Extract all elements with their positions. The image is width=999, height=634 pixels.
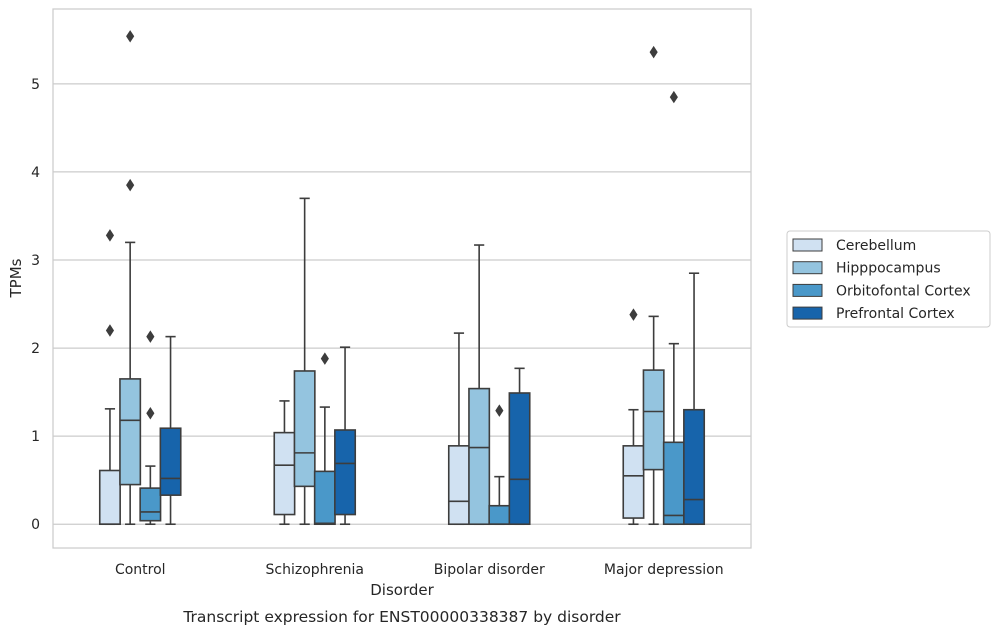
outlier-point (105, 324, 115, 337)
legend-item-hipppocampus: Hipppocampus (792, 261, 941, 277)
box-body (662, 441, 685, 526)
outlier-point (320, 352, 329, 365)
box-prefrontal-cortex-0 (159, 335, 182, 526)
legend-item-prefrontal-cortex: Prefrontal Cortex (792, 306, 955, 322)
plot-frame (52, 8, 752, 549)
outlier-point (629, 308, 638, 321)
legend-label: Hipppocampus (836, 261, 941, 277)
box-prefrontal-cortex-1 (334, 346, 357, 526)
box-orbitofontal-cortex-1 (313, 352, 336, 526)
x-tick-labels: Control Schizophrenia Bipolar disorder Majo… (115, 562, 724, 578)
x-tick-label: Major depression (604, 562, 724, 578)
outlier-point (649, 45, 658, 59)
legend-label: Orbitofontal Cortex (836, 283, 971, 299)
x-axis-title: Disorder (370, 581, 434, 599)
box-body (334, 429, 357, 516)
box-plot-marks (98, 30, 706, 526)
box-body (119, 378, 142, 486)
box-hipppocampus-3 (642, 45, 665, 526)
outlier-point (126, 178, 135, 192)
legend-label: Cerebellum (836, 238, 916, 254)
legend-item-orbitofontal-cortex: Orbitofontal Cortex (792, 283, 971, 299)
box-body (683, 408, 706, 526)
box-orbitofontal-cortex-3 (662, 90, 685, 526)
box-cerebellum-0 (98, 229, 121, 526)
x-tick-label: Schizophrenia (266, 562, 364, 578)
box-body (508, 392, 531, 526)
legend-item-cerebellum: Cerebellum (792, 238, 916, 254)
box-orbitofontal-cortex-0 (139, 330, 162, 526)
y-tick-label: 2 (31, 341, 40, 357)
outlier-point (105, 229, 115, 242)
outlier-point (669, 90, 678, 104)
legend-label: Prefrontal Cortex (836, 306, 955, 322)
box-hipppocampus-2 (468, 244, 491, 526)
chart-caption: Transcript expression for ENST0000033838… (182, 608, 621, 626)
legend-swatch (792, 283, 823, 297)
box-hipppocampus-0 (119, 30, 142, 526)
outlier-point (146, 330, 155, 343)
y-tick-label: 1 (31, 429, 40, 445)
legend-swatch (792, 238, 823, 252)
box-cerebellum-3 (622, 308, 645, 526)
outlier-point (146, 407, 155, 420)
outlier-point (495, 404, 504, 417)
box-body (139, 487, 162, 522)
x-tick-label: Bipolar disorder (434, 562, 545, 578)
box-body (622, 445, 645, 519)
box-cerebellum-1 (273, 400, 296, 526)
box-hipppocampus-1 (293, 197, 316, 526)
y-tick-label: 0 (31, 517, 40, 533)
box-orbitofontal-cortex-2 (488, 404, 511, 526)
legend-frame (786, 230, 991, 328)
box-body (313, 470, 336, 526)
y-tick-label: 5 (31, 77, 40, 93)
box-body (488, 504, 511, 526)
box-body (273, 431, 296, 516)
y-tick-label: 3 (31, 253, 40, 269)
legend-swatch (792, 306, 823, 320)
box-body (642, 369, 665, 471)
box-prefrontal-cortex-3 (683, 272, 706, 526)
box-body (468, 387, 491, 526)
box-body (447, 445, 470, 526)
legend: Cerebellum Hipppocampus Orbitofontal Corte… (786, 230, 991, 328)
box-prefrontal-cortex-2 (508, 367, 531, 526)
legend-swatch (792, 261, 823, 275)
box-cerebellum-2 (447, 332, 470, 526)
y-axis-title: TPMs (7, 258, 25, 298)
x-tick-label: Control (115, 562, 166, 578)
box-body (293, 370, 316, 488)
y-tick-labels: 0 1 2 3 4 5 (31, 77, 40, 533)
box-body (98, 469, 121, 526)
box-body (159, 427, 182, 496)
y-tick-label: 4 (31, 165, 40, 181)
outlier-point (126, 30, 135, 43)
